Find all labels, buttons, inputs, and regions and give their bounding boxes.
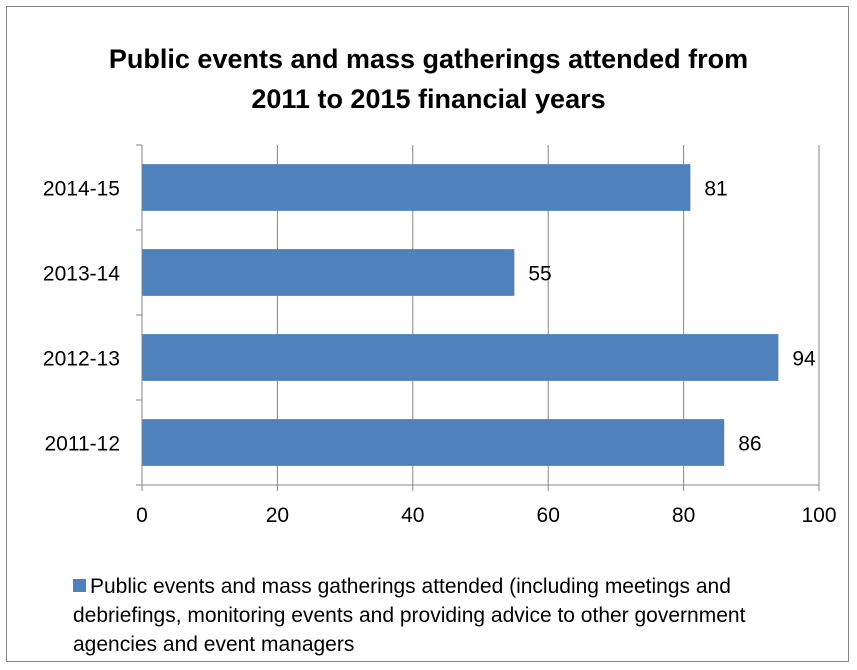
chart-area: Public events and mass gatherings attend… (6, 6, 849, 662)
legend-label: Public events and mass gatherings attend… (73, 575, 746, 656)
bar-2011-12 (142, 419, 725, 466)
category-label-2012-13: 2012-13 (43, 348, 120, 371)
x-tick-label-20: 20 (266, 504, 289, 527)
data-label-2012-13: 94 (792, 348, 816, 371)
chart-title: Public events and mass gatherings attend… (7, 39, 850, 119)
bar-2013-14 (142, 249, 515, 296)
data-label-2011-12: 86 (738, 433, 761, 456)
plot-area: 81 2014-15 55 2013-14 94 2012-13 86 2011-12 0 20 4… (43, 144, 837, 527)
x-tick-label-80: 80 (672, 504, 695, 527)
chart-title-line-1: Public events and mass gatherings attend… (108, 44, 749, 74)
category-label-2014-15: 2014-15 (43, 178, 120, 201)
bar-2014-15 (142, 164, 691, 211)
data-label-2013-14: 55 (528, 263, 551, 286)
legend-swatch (73, 579, 86, 592)
chart-title-line-2: 2011 to 2015 financial years (251, 84, 606, 114)
bar-2012-13 (142, 334, 779, 381)
x-tick-label-60: 60 (537, 504, 560, 527)
category-label-2011-12: 2011-12 (44, 433, 120, 456)
legend: Public events and mass gatherings attend… (73, 572, 813, 659)
x-tick-label-40: 40 (401, 504, 424, 527)
category-label-2013-14: 2013-14 (43, 263, 120, 286)
data-label-2014-15: 81 (704, 178, 727, 201)
x-tick-label-100: 100 (801, 504, 836, 527)
x-tick-label-0: 0 (136, 504, 148, 527)
